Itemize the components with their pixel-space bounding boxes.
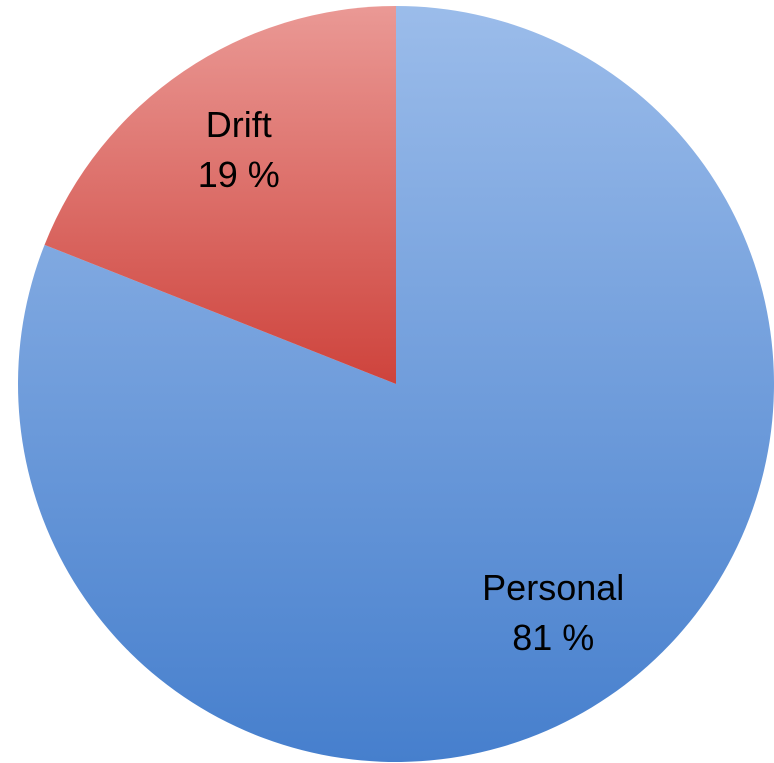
slice-label: Personal	[482, 567, 624, 608]
slice-label: Drift	[206, 104, 272, 145]
pie-slice	[44, 6, 396, 384]
slice-value-label: 81 %	[512, 617, 594, 658]
slice-value-label: 19 %	[198, 154, 280, 195]
pie-slice	[18, 6, 774, 762]
